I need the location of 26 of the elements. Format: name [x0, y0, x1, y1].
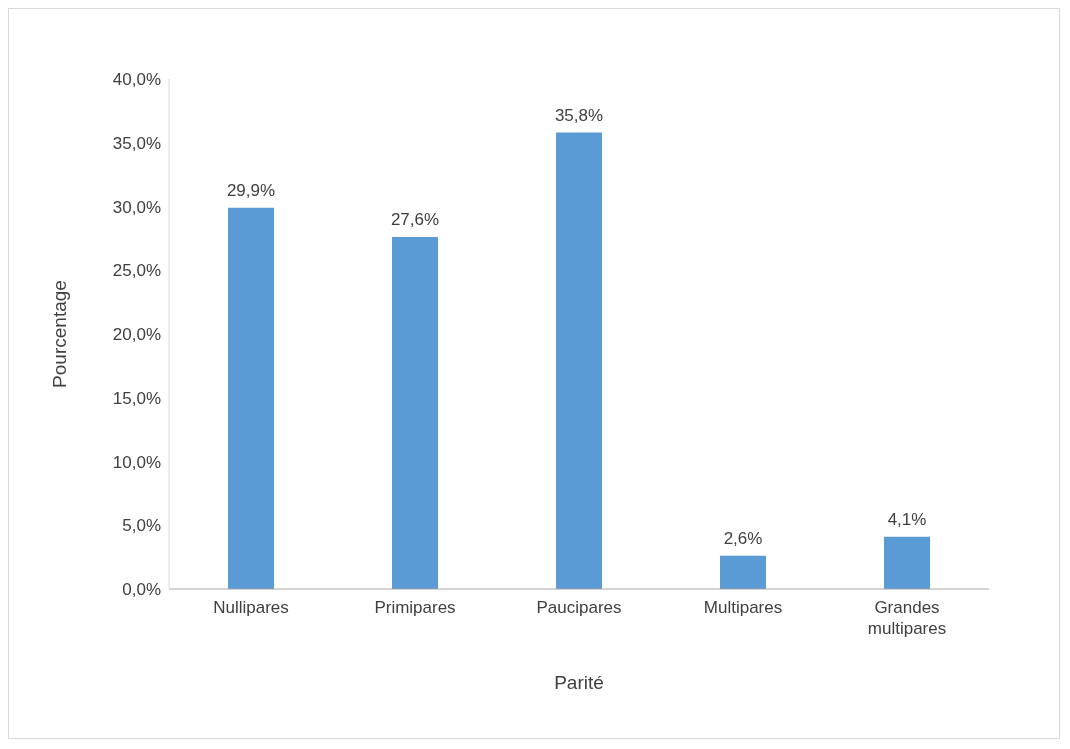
x-tick-label: Multipares [703, 598, 783, 617]
data-label: 27,6% [390, 210, 440, 230]
y-tick-label: 25,0% [112, 261, 161, 281]
bar [556, 132, 602, 589]
data-label: 4,1% [887, 509, 927, 529]
y-tick-label: 15,0% [112, 388, 161, 408]
x-tick-label: Primipares [374, 598, 456, 617]
bar [720, 555, 766, 589]
x-tick-label: Paucipares [536, 598, 622, 617]
bar [884, 536, 930, 589]
bar [392, 237, 438, 589]
bar [228, 207, 274, 589]
y-tick-label: 30,0% [112, 197, 161, 217]
y-tick-label: 5,0% [122, 516, 161, 536]
data-label: 29,9% [226, 180, 276, 200]
x-tick-label: Grandes multipares [867, 598, 947, 638]
x-axis-title: Parité [554, 672, 604, 693]
x-tick-label: Nullipares [213, 598, 289, 617]
data-label: 35,8% [554, 105, 604, 125]
y-tick-label: 10,0% [112, 452, 161, 472]
y-tick-label: 20,0% [112, 325, 161, 345]
y-axis-title: Pourcentage [48, 280, 70, 388]
y-tick-label: 0,0% [122, 580, 161, 600]
y-tick-label: 35,0% [112, 133, 161, 153]
y-tick-label: 40,0% [112, 70, 161, 90]
data-label: 2,6% [723, 528, 763, 548]
